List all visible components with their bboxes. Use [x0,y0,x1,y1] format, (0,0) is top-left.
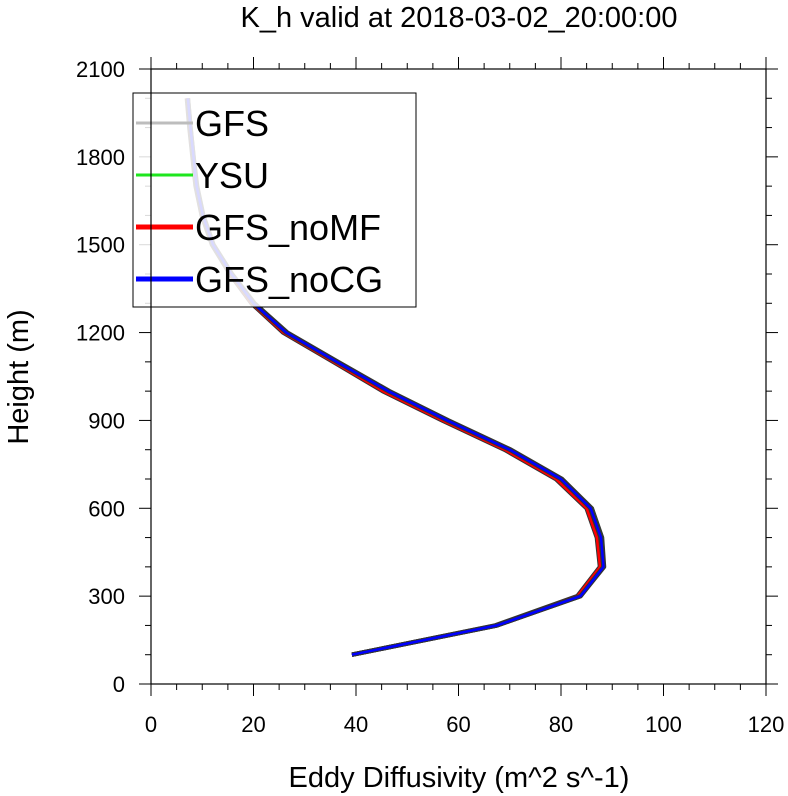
y-tick-label: 1200 [76,321,125,346]
x-tick-label: 120 [748,712,785,737]
y-tick-label: 900 [88,408,125,433]
x-tick-label: 80 [549,712,573,737]
x-tick-label: 0 [145,712,157,737]
x-tick-label: 20 [241,712,265,737]
y-tick-label: 2100 [76,57,125,82]
y-tick-label: 0 [113,672,125,697]
legend-label-gfs: GFS [195,103,269,144]
y-tick-label: 1800 [76,145,125,170]
chart-title: K_h valid at 2018-03-02_20:00:00 [241,2,678,34]
y-tick-label: 300 [88,584,125,609]
legend: GFS YSU GFS_noMF GFS_noCG [132,92,417,308]
x-tick-label: 40 [344,712,368,737]
y-tick-label: 1500 [76,233,125,258]
x-axis-label: Eddy Diffusivity (m^2 s^-1) [289,762,630,794]
legend-box [132,92,417,308]
x-tick-label: 60 [446,712,470,737]
plot-frame [150,68,767,685]
legend-label-gfs-nocg: GFS_noCG [195,259,383,300]
legend-label-gfs-nomf: GFS_noMF [195,207,381,248]
y-axis-label: Height (m) [3,309,35,444]
y-tick-label: 600 [88,496,125,521]
legend-label-ysu: YSU [195,155,269,196]
x-tick-label: 100 [645,712,682,737]
